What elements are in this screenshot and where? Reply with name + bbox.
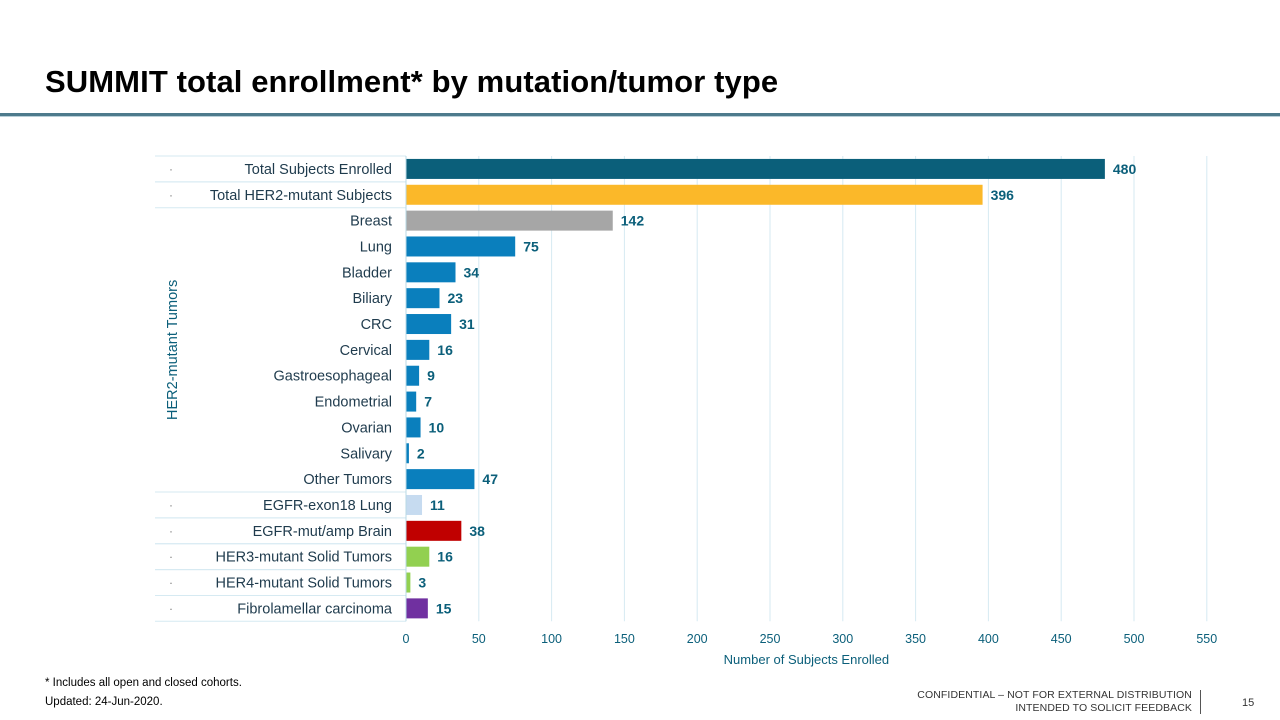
value-label: 396 (991, 187, 1015, 203)
value-label: 34 (464, 264, 480, 280)
category-label: Cervical (340, 343, 392, 359)
category-label: Gastroesophageal (274, 369, 393, 385)
page-number: 15 (1242, 697, 1255, 709)
row-bullet: · (169, 162, 173, 176)
x-tick-label: 100 (541, 632, 562, 646)
bar (406, 494, 423, 515)
category-label: CRC (361, 317, 392, 333)
title-divider-accent (0, 116, 1280, 117)
confidential-line-1: CONFIDENTIAL – NOT FOR EXTERNAL DISTRIBU… (917, 689, 1192, 701)
confidential-line-2: INTENDED TO SOLICIT FEEDBACK (1015, 702, 1192, 714)
value-label: 142 (621, 213, 645, 229)
bar (406, 339, 430, 360)
value-label: 31 (459, 316, 475, 332)
category-label: HER4-mutant Solid Tumors (216, 576, 392, 592)
category-label: Biliary (353, 291, 393, 307)
value-label: 38 (469, 523, 485, 539)
bar (406, 572, 411, 593)
row-bullet: · (169, 550, 173, 564)
x-tick-label: 550 (1196, 632, 1217, 646)
value-label: 7 (424, 394, 432, 410)
title-divider (0, 113, 1280, 116)
value-label: 11 (430, 497, 445, 513)
category-label: Ovarian (341, 420, 392, 436)
category-label: HER3-mutant Solid Tumors (216, 550, 392, 566)
group-axis-label: HER2-mutant Tumors (165, 280, 181, 420)
bar (406, 520, 462, 541)
x-tick-label: 0 (403, 632, 410, 646)
value-label: 9 (427, 368, 435, 384)
value-label: 3 (418, 575, 426, 591)
category-label: Lung (360, 239, 392, 255)
row-bullet: · (169, 498, 173, 512)
x-tick-label: 200 (687, 632, 708, 646)
value-label: 15 (436, 600, 452, 616)
bar (406, 443, 409, 464)
x-tick-label: 300 (832, 632, 853, 646)
value-label: 75 (523, 238, 539, 254)
category-label: Salivary (340, 446, 392, 462)
x-tick-label: 350 (905, 632, 926, 646)
x-tick-label: 150 (614, 632, 635, 646)
bar (406, 417, 421, 438)
bar (406, 262, 456, 283)
x-tick-label: 500 (1124, 632, 1145, 646)
x-tick-label: 450 (1051, 632, 1072, 646)
bar (406, 546, 430, 567)
category-label: EGFR-exon18 Lung (263, 498, 392, 514)
category-label: Total Subjects Enrolled (245, 162, 393, 178)
x-tick-label: 400 (978, 632, 999, 646)
value-label: 10 (429, 419, 445, 435)
bar (406, 288, 440, 309)
footnote-updated: Updated: 24-Jun-2020. (45, 696, 163, 708)
value-label: 480 (1113, 161, 1137, 177)
x-tick-label: 50 (472, 632, 486, 646)
category-label: Total HER2-mutant Subjects (210, 188, 392, 204)
bar (406, 236, 516, 257)
row-bullet: · (169, 576, 173, 590)
value-label: 16 (437, 549, 453, 565)
footer-divider (1200, 690, 1201, 714)
value-label: 23 (447, 290, 463, 306)
confidential-notice: CONFIDENTIAL – NOT FOR EXTERNAL DISTRIBU… (852, 689, 1192, 715)
bar (406, 314, 452, 335)
category-label: Bladder (342, 265, 392, 281)
category-label: Endometrial (315, 395, 392, 411)
enrollment-bar-chart: Total Subjects Enrolled · 480 Total HER2-mu… (155, 155, 1217, 667)
category-label: Other Tumors (303, 472, 392, 488)
bar (406, 391, 417, 412)
x-axis-title: Number of Subjects Enrolled (724, 652, 889, 667)
bar (406, 210, 613, 231)
category-label: Breast (350, 214, 392, 230)
bar (406, 184, 983, 205)
bar (406, 365, 420, 386)
category-label: Fibrolamellar carcinoma (237, 601, 393, 617)
value-label: 16 (437, 342, 453, 358)
row-bullet: · (169, 601, 173, 615)
value-label: 47 (482, 471, 498, 487)
bar (406, 469, 475, 490)
slide-title: SUMMIT total enrollment* by mutation/tum… (45, 64, 779, 99)
row-bullet: · (169, 524, 173, 538)
x-tick-label: 250 (760, 632, 781, 646)
bar (406, 158, 1105, 179)
footnote-cohorts: * Includes all open and closed cohorts. (45, 677, 242, 689)
row-bullet: · (169, 188, 173, 202)
value-label: 2 (417, 445, 425, 461)
category-label: EGFR-mut/amp Brain (253, 524, 392, 540)
bar (406, 598, 428, 619)
